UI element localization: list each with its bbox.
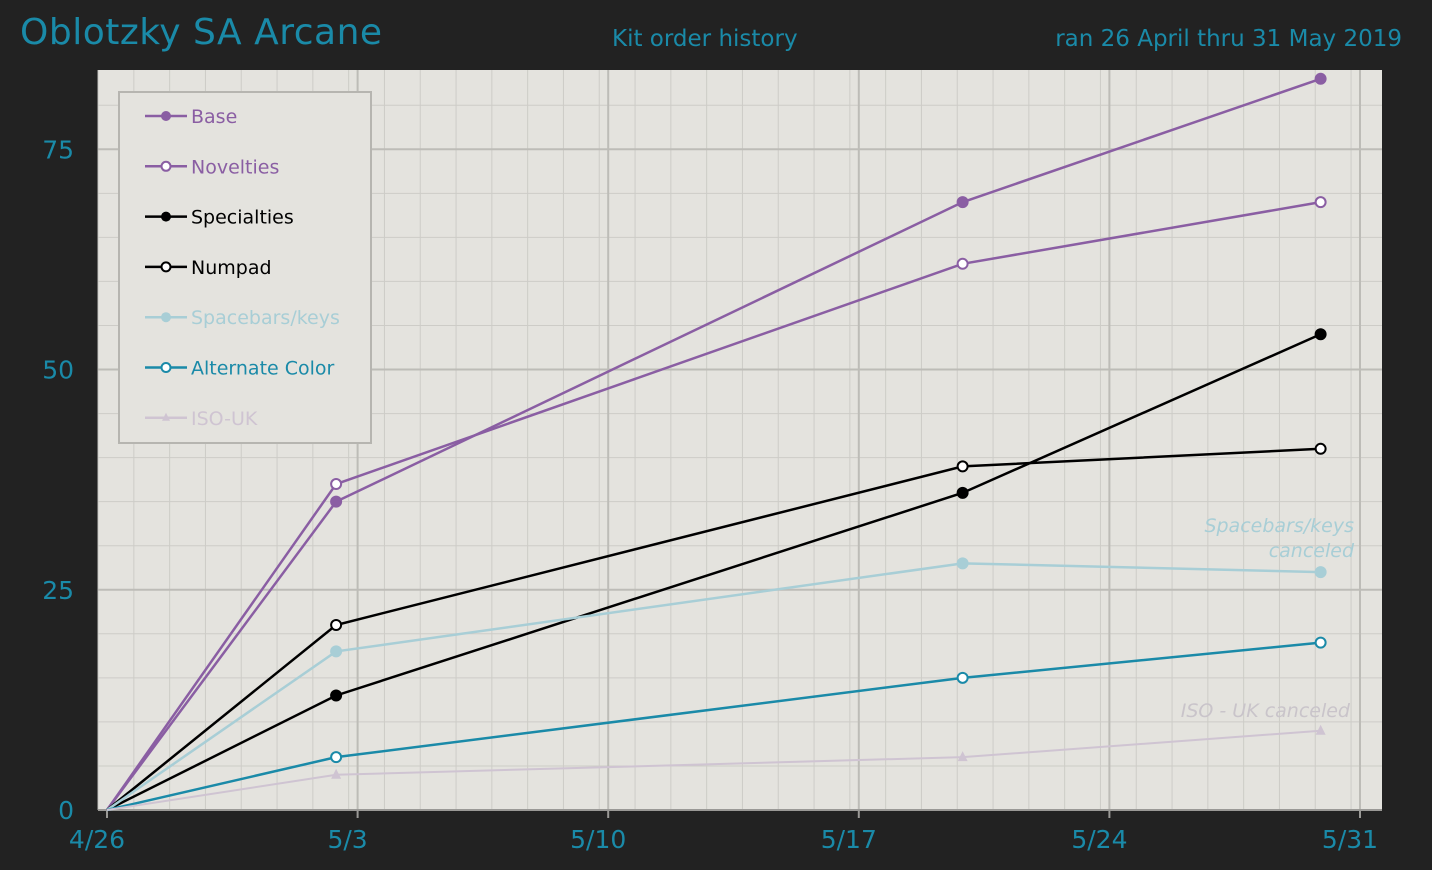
- y-tick-label: 50: [42, 356, 74, 385]
- data-point: [331, 768, 342, 779]
- data-point: [1315, 724, 1326, 735]
- series-iso-uk: [106, 724, 1326, 811]
- legend-label: ISO-UK: [191, 408, 258, 430]
- annotations: Spacebars/keys canceled ISO - UK canceled: [1181, 515, 1355, 722]
- legend-item: Numpad: [145, 257, 272, 279]
- axes: 4/26 5/3 5/10 5/17 5/24 5/31 0 25 50 75: [42, 135, 1382, 854]
- data-point: [1314, 72, 1327, 85]
- x-tick-label: 5/31: [1322, 825, 1378, 854]
- legend: Base Novelties Specialties Numpad Spacebars/…: [118, 91, 372, 444]
- data-point: [957, 751, 968, 762]
- legend-label: Numpad: [191, 257, 272, 279]
- y-tick-label: 75: [42, 135, 74, 164]
- data-point: [330, 478, 343, 491]
- x-tick-label: 4/26: [69, 825, 125, 854]
- y-tick-label: 0: [58, 796, 74, 825]
- legend-item: Novelties: [145, 156, 279, 178]
- date-range-label: ran 26 April thru 31 May 2019: [1055, 26, 1402, 52]
- data-point: [1314, 328, 1327, 341]
- series-line: [106, 729, 1321, 811]
- legend-label: Specialties: [191, 207, 294, 229]
- legend-item: Spacebars/keys: [145, 307, 340, 329]
- annotation-text: canceled: [1269, 540, 1355, 562]
- legend-marker: [160, 160, 172, 172]
- data-point: [956, 196, 969, 209]
- data-point: [330, 495, 343, 508]
- series-line: [106, 333, 1322, 812]
- data-point: [956, 460, 969, 473]
- legend-item: Base: [145, 106, 237, 128]
- annotation-text: ISO - UK canceled: [1181, 700, 1351, 722]
- series-base: [105, 72, 1327, 811]
- series-specialties: [106, 328, 1327, 812]
- x-tick-label: 5/24: [1071, 825, 1127, 854]
- data-point: [330, 619, 343, 631]
- data-point: [956, 557, 969, 570]
- series-line: [105, 200, 1321, 811]
- chart-subtitle: Kit order history: [612, 26, 798, 52]
- legend-marker: [160, 261, 172, 273]
- data-point: [330, 645, 343, 658]
- legend-label: Novelties: [191, 156, 279, 178]
- legend-marker: [161, 111, 171, 121]
- data-point: [956, 257, 969, 270]
- series-layer: [105, 72, 1327, 812]
- legend-label: Spacebars/keys: [191, 307, 340, 329]
- data-point: [956, 486, 969, 499]
- legend-label: Alternate Color: [191, 358, 335, 380]
- y-tick-label: 25: [42, 576, 74, 605]
- data-point: [1314, 566, 1327, 579]
- x-tick-label: 5/3: [327, 825, 367, 854]
- series-novelties: [105, 196, 1327, 811]
- series-line: [106, 641, 1321, 812]
- chart-title: Oblotzky SA Arcane: [20, 12, 383, 53]
- x-tick-label: 5/10: [570, 825, 626, 854]
- legend-item: Specialties: [145, 207, 294, 229]
- series-spacebars-keys: [106, 557, 1327, 812]
- data-point: [1314, 636, 1327, 649]
- series-line: [105, 77, 1322, 811]
- data-point: [330, 751, 343, 764]
- data-point: [956, 671, 969, 684]
- x-tick-label: 5/17: [821, 825, 877, 854]
- data-point: [330, 689, 343, 702]
- data-point: [1314, 196, 1327, 209]
- series-alternate-color: [106, 636, 1327, 812]
- legend-label: Base: [191, 106, 237, 128]
- legend-item: Alternate Color: [145, 358, 335, 380]
- legend-marker: [162, 412, 170, 421]
- legend-marker: [160, 362, 172, 373]
- series-line: [106, 562, 1321, 812]
- series-line: [106, 447, 1321, 811]
- legend-item: ISO-UK: [145, 408, 258, 430]
- data-point: [1314, 442, 1327, 455]
- legend-marker: [161, 312, 171, 323]
- legend-marker: [161, 211, 171, 222]
- annotation-text: Spacebars/keys: [1204, 515, 1354, 537]
- series-numpad: [106, 442, 1327, 811]
